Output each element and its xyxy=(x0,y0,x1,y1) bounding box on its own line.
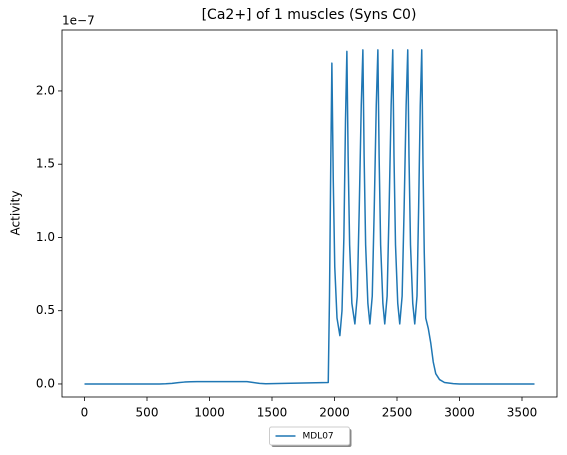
x-tick-label: 3000 xyxy=(444,406,475,420)
y-axis-label: Activity xyxy=(9,191,23,236)
plot-frame xyxy=(61,29,558,398)
x-tick-label: 1000 xyxy=(194,406,225,420)
y-tick-label: 1.5 xyxy=(36,157,55,171)
x-tick-label: 3500 xyxy=(507,406,538,420)
x-tick-label: 2500 xyxy=(382,406,413,420)
legend-label: MDL07 xyxy=(303,432,334,442)
y-tick-label: 2.0 xyxy=(36,83,55,97)
x-tick-label: 1500 xyxy=(257,406,288,420)
x-tick-label: 500 xyxy=(136,406,159,420)
legend-box xyxy=(269,426,350,446)
line xyxy=(84,49,535,385)
x-tick-label: 2000 xyxy=(319,406,350,420)
x-tick-label: 0 xyxy=(81,406,89,420)
legend: MDL07 xyxy=(269,426,352,447)
y-tick-label: 1.0 xyxy=(36,230,55,244)
chart-title: [Ca2+] of 1 muscles (Syns C0) xyxy=(202,7,417,23)
y-tick-label: 0.0 xyxy=(36,376,55,390)
y-offset-label: 1e−7 xyxy=(62,14,95,28)
y-tick-label: 0.5 xyxy=(36,303,55,317)
